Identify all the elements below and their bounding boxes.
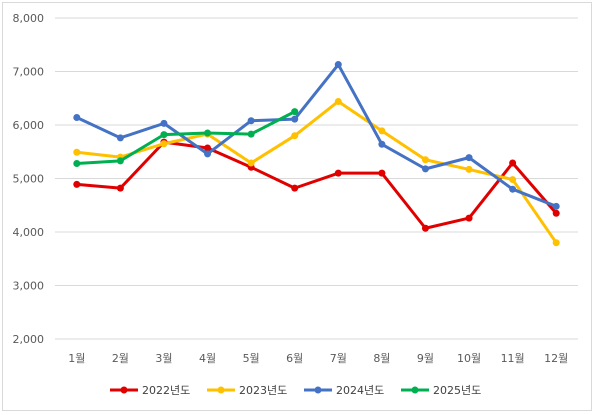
data-point <box>73 180 81 188</box>
x-tick-label: 10월 <box>457 352 481 365</box>
data-point <box>378 127 386 135</box>
data-point <box>116 184 124 192</box>
x-tick-label: 6월 <box>286 352 303 365</box>
data-point <box>204 150 212 158</box>
legend-label: 2022년도 <box>142 384 190 397</box>
legend-marker <box>314 386 322 394</box>
y-tick-label: 6,000 <box>13 119 45 132</box>
series-3 <box>73 108 299 168</box>
data-point <box>204 129 212 137</box>
data-point <box>247 130 255 138</box>
data-point <box>247 159 255 167</box>
data-point <box>204 144 212 152</box>
series-line <box>75 140 558 230</box>
data-point <box>378 169 386 177</box>
chart-frame <box>2 2 592 411</box>
data-point <box>509 159 517 167</box>
data-point <box>421 156 429 164</box>
data-point <box>378 140 386 148</box>
data-point <box>552 239 560 247</box>
legend: 2022년도 2023년도 2024년도 2025년도 <box>110 384 481 397</box>
data-point <box>73 114 81 122</box>
y-tick-label: 4,000 <box>13 226 45 239</box>
legend-marker <box>217 386 225 394</box>
data-point <box>116 157 124 165</box>
legend-label: 2025년도 <box>433 384 481 397</box>
data-point <box>552 209 560 217</box>
legend-item: 2022년도 <box>110 384 190 397</box>
data-point <box>421 165 429 173</box>
data-point <box>465 154 473 162</box>
y-tick-label: 5,000 <box>13 173 45 186</box>
y-tick-label: 8,000 <box>13 12 45 25</box>
data-point <box>509 176 517 184</box>
x-tick-label: 7월 <box>330 352 347 365</box>
series-2 <box>73 61 560 210</box>
data-point <box>160 131 168 139</box>
y-tick-label: 7,000 <box>13 66 45 79</box>
legend-marker <box>120 386 128 394</box>
x-tick-label: 9월 <box>417 352 434 365</box>
x-tick-label: 2월 <box>112 352 129 365</box>
legend-label: 2024년도 <box>336 384 384 397</box>
series-line <box>75 63 558 208</box>
y-tick-label: 2,000 <box>13 333 45 346</box>
x-tick-label: 3월 <box>155 352 172 365</box>
x-tick-label: 12월 <box>544 352 568 365</box>
x-tick-label: 5월 <box>243 352 260 365</box>
gridlines <box>55 17 578 340</box>
data-point <box>334 169 342 177</box>
data-point <box>160 119 168 127</box>
series-lines <box>73 61 560 247</box>
x-tick-label: 11월 <box>501 352 525 365</box>
data-point <box>552 202 560 210</box>
series-line <box>75 99 558 245</box>
x-tick-label: 1월 <box>68 352 85 365</box>
data-point <box>247 117 255 125</box>
x-tick-label: 4월 <box>199 352 216 365</box>
data-point <box>73 148 81 156</box>
data-point <box>291 108 299 116</box>
data-point <box>291 184 299 192</box>
series-line <box>75 110 297 166</box>
legend-item: 2024년도 <box>304 384 384 397</box>
x-axis-ticks: 1월 2월 3월 4월 5월 6월 7월 8월 9월 10월 11월 12월 <box>68 352 568 365</box>
data-point <box>291 132 299 140</box>
legend-marker <box>411 386 419 394</box>
legend-label: 2023년도 <box>239 384 287 397</box>
data-point <box>291 115 299 123</box>
legend-item: 2023년도 <box>207 384 287 397</box>
data-point <box>73 160 81 168</box>
data-point <box>334 61 342 69</box>
series-0 <box>73 138 560 232</box>
y-axis-ticks: 2,000 3,000 4,000 5,000 6,000 7,000 8,000 <box>13 12 45 346</box>
data-point <box>160 140 168 148</box>
data-point <box>509 185 517 193</box>
data-point <box>334 97 342 105</box>
data-point <box>421 224 429 232</box>
legend-item: 2025년도 <box>401 384 481 397</box>
y-tick-label: 3,000 <box>13 280 45 293</box>
data-point <box>116 134 124 142</box>
data-point <box>465 214 473 222</box>
data-point <box>465 165 473 173</box>
x-tick-label: 8월 <box>373 352 390 365</box>
